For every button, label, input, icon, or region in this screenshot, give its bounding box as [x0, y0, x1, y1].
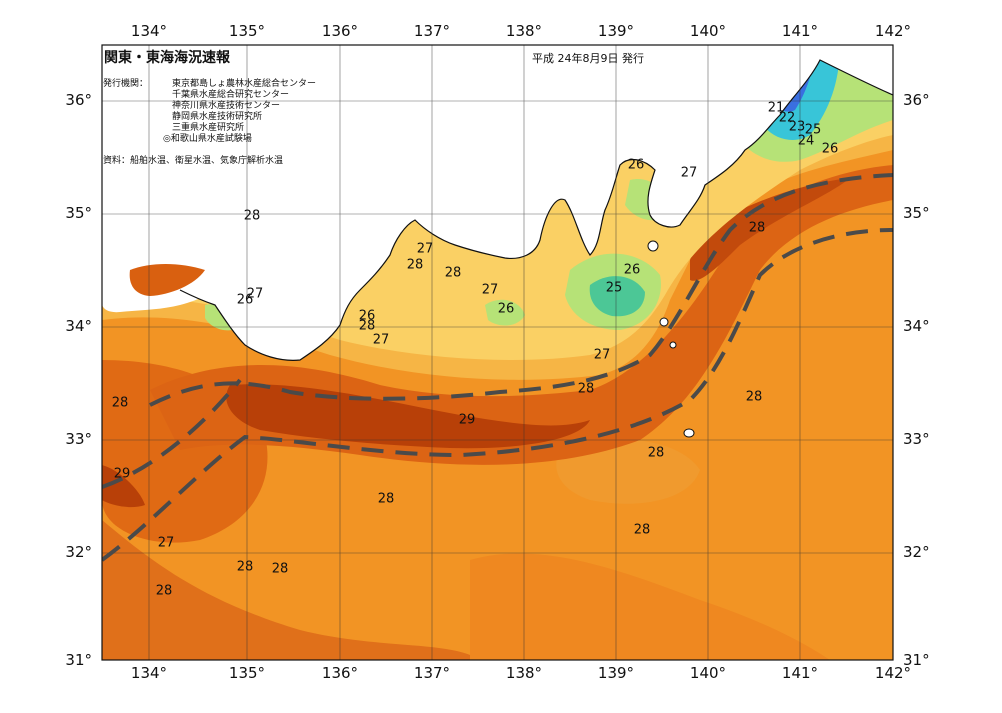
lat-tick-right: 34°: [903, 317, 930, 335]
lon-tick-bottom: 138°: [505, 664, 543, 682]
kuroshio-axis-north: [149, 173, 893, 407]
lat-tick-right: 32°: [903, 543, 930, 561]
contour-label: 28: [155, 583, 173, 599]
contour-label: 26: [821, 141, 839, 157]
lat-tick-left: 33°: [65, 430, 92, 448]
island-miyake: [659, 317, 669, 327]
land-honshu: [102, 45, 893, 361]
lon-tick-top: 137°: [413, 22, 451, 40]
lon-tick-bottom: 141°: [781, 664, 819, 682]
island-oshima: [647, 240, 659, 252]
island-mikura: [669, 341, 677, 349]
ise-cool-24: [485, 299, 525, 326]
contour-label: 29: [113, 466, 131, 482]
lon-tick-bottom: 134°: [130, 664, 168, 682]
contour-label: 27: [372, 332, 390, 348]
lon-tick-bottom: 140°: [689, 664, 727, 682]
issuer-2: 千葉県水産総合研究センター: [172, 90, 290, 100]
lat-tick-right: 33°: [903, 430, 930, 448]
lat-tick-left: 32°: [65, 543, 92, 561]
lon-tick-top: 139°: [597, 22, 635, 40]
seto-sea-warm: [129, 264, 205, 296]
contour-label: 29: [458, 412, 476, 428]
issue-date: 平成 24年8月9日 発行: [532, 52, 644, 65]
island-hachijo: [683, 428, 695, 438]
contour-label: 26: [497, 301, 515, 317]
contour-label: 26: [627, 157, 645, 173]
graticule: [102, 45, 893, 660]
contour-label: 28: [745, 389, 763, 405]
warm-patch-center: [556, 439, 700, 504]
map-body: [102, 45, 893, 660]
coastline: [179, 59, 893, 361]
contour-label: 28: [111, 395, 129, 411]
sagami-cool-23: [589, 276, 645, 317]
map-frame: [101, 44, 894, 661]
contour-label: 28: [271, 561, 289, 577]
lat-tick-right: 36°: [903, 91, 930, 109]
contour-label: 28: [406, 257, 424, 273]
contour-label: 26: [623, 262, 641, 278]
contour-label: 28: [236, 559, 254, 575]
lon-tick-top: 136°: [321, 22, 359, 40]
lon-tick-bottom: 142°: [874, 664, 912, 682]
contour-label: 24: [797, 133, 815, 149]
lon-tick-top: 135°: [228, 22, 266, 40]
contour-label: 22: [778, 110, 796, 126]
kuroshio-core-29: [226, 384, 590, 449]
issuer-5: 三重県水産研究所: [172, 123, 245, 133]
lon-tick-top: 140°: [689, 22, 727, 40]
contour-label: 27: [593, 347, 611, 363]
warm-patch-sw: [102, 520, 480, 660]
issuer-1: 東京都島しょ農林水産総合センター: [172, 79, 317, 89]
contour-label: 26: [358, 308, 376, 324]
lat-tick-left: 35°: [65, 204, 92, 222]
contour-label: 21: [767, 100, 785, 116]
warm-patch-s: [470, 553, 830, 660]
contour-label: 27: [481, 282, 499, 298]
contour-label: 26: [236, 292, 254, 308]
contour-label: 28: [377, 491, 395, 507]
lat-tick-left: 34°: [65, 317, 92, 335]
contour-label: 28: [647, 445, 665, 461]
lon-tick-bottom: 135°: [228, 664, 266, 682]
lat-tick-right: 35°: [903, 204, 930, 222]
kuroshio-axis-south: [102, 228, 893, 562]
kuroshio-axis-west: [102, 378, 242, 489]
contour-label: 28: [444, 265, 462, 281]
issuer-6: ◎和歌山県水産試験場: [163, 134, 252, 144]
warm-core-29-west: [102, 465, 145, 508]
lon-tick-top: 134°: [130, 22, 168, 40]
issuer-3: 神奈川県水産技術センター: [172, 101, 281, 111]
contour-label: 28: [358, 318, 376, 334]
lon-tick-bottom: 139°: [597, 664, 635, 682]
lat-tick-left: 36°: [65, 91, 92, 109]
lon-tick-bottom: 136°: [321, 664, 359, 682]
contour-label: 28: [577, 381, 595, 397]
kuroshio-band: [150, 165, 893, 465]
lon-tick-bottom: 137°: [413, 664, 451, 682]
contour-label: 23: [788, 119, 806, 135]
lat-tick-left: 31°: [65, 651, 92, 669]
contour-label: 28: [748, 220, 766, 236]
lon-tick-top: 141°: [781, 22, 819, 40]
lat-tick-right: 31°: [903, 651, 930, 669]
map-title: 関東・東海海況速報: [104, 50, 230, 66]
lon-tick-top: 142°: [874, 22, 912, 40]
contour-label: 27: [680, 165, 698, 181]
contour-label: 25: [804, 122, 822, 138]
issuers-label: 発行機関：: [103, 79, 149, 89]
data-sources: 資料：船舶水温、衛星水温、気象庁解析水温: [103, 156, 284, 166]
contour-label: 27: [246, 286, 264, 302]
contour-label: 27: [157, 535, 175, 551]
issuer-4: 静岡県水産技術研究所: [172, 112, 263, 122]
contour-label: 25: [605, 280, 623, 296]
contour-label: 28: [243, 208, 261, 224]
contour-label: 27: [416, 241, 434, 257]
contour-label: 28: [633, 522, 651, 538]
lon-tick-top: 138°: [505, 22, 543, 40]
